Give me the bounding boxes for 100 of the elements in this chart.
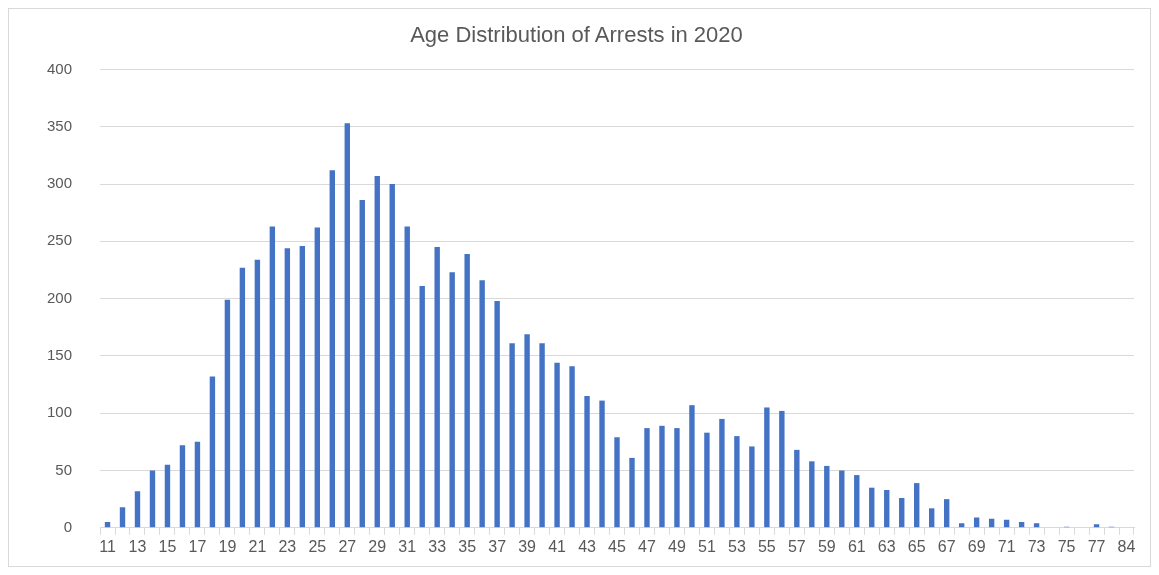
bar [179, 445, 186, 528]
bar [1033, 523, 1040, 528]
x-tick-label: 63 [877, 537, 896, 555]
x-tick-label: 37 [488, 537, 507, 555]
bar [479, 280, 485, 528]
bar [134, 491, 141, 528]
x-tick-label: 67 [937, 537, 956, 555]
bar [943, 499, 950, 528]
y-tick-label: 400 [47, 59, 73, 77]
bar [689, 405, 695, 528]
x-tick-label: 23 [278, 537, 297, 555]
bar [674, 428, 680, 528]
bar [854, 475, 860, 528]
bar [839, 470, 845, 528]
bar [509, 343, 515, 528]
bar [569, 366, 575, 528]
x-tick-label: 41 [548, 537, 567, 555]
bar [644, 428, 650, 528]
x-tick-label: 11 [99, 537, 116, 555]
x-tick-label: 35 [458, 537, 477, 555]
bar [299, 245, 306, 528]
bar [449, 272, 455, 528]
bar [164, 464, 171, 528]
bar [884, 489, 890, 528]
bar [958, 523, 965, 528]
bar [1093, 524, 1100, 528]
bar [599, 400, 605, 528]
x-tick-label: 13 [128, 537, 147, 555]
x-tick-label: 15 [158, 537, 177, 555]
chart-title: Age Distribution of Arrests in 2020 [410, 22, 743, 48]
bar [344, 123, 350, 528]
x-tick-label: 65 [907, 537, 926, 555]
x-tick-label: 19 [218, 537, 237, 555]
y-tick-label: 100 [47, 403, 73, 421]
bar [914, 483, 920, 528]
bar [794, 449, 800, 528]
bar [194, 441, 201, 528]
bar [404, 226, 410, 528]
x-tick-label: 55 [757, 537, 776, 555]
bar [869, 487, 875, 528]
bar [929, 508, 935, 528]
bar [434, 247, 440, 528]
bar [284, 248, 291, 528]
bar [719, 418, 725, 528]
bar [359, 200, 365, 528]
bar [554, 362, 560, 528]
bar [659, 425, 665, 528]
bar [239, 267, 246, 528]
bar [224, 299, 231, 528]
x-tick-label: 47 [638, 537, 656, 555]
x-tick-label: 51 [698, 537, 716, 555]
x-tick-label: 39 [518, 537, 537, 555]
bar [149, 470, 156, 528]
x-tick-label: 49 [668, 537, 686, 555]
bar [584, 396, 590, 528]
x-tick-label: 53 [728, 537, 746, 555]
bar [374, 175, 380, 528]
bar [254, 259, 261, 528]
x-tick-label: 71 [997, 537, 1016, 555]
y-tick-label: 50 [55, 460, 73, 478]
x-tick-label: 59 [817, 537, 836, 555]
bar [779, 410, 785, 528]
bar [464, 253, 470, 528]
x-tick-label: 29 [368, 537, 387, 555]
x-tick-label: 27 [338, 537, 357, 555]
bar [389, 184, 395, 528]
bar [809, 461, 815, 528]
x-tick-label: 33 [428, 537, 447, 555]
y-tick-label: 0 [63, 517, 73, 535]
y-tick-label: 200 [47, 288, 73, 306]
x-tick-label: 45 [608, 537, 627, 555]
bar [614, 437, 620, 528]
x-tick-label: 84 [1117, 537, 1136, 555]
y-tick-label: 300 [47, 174, 73, 192]
y-tick-label: 250 [47, 231, 73, 249]
bar [704, 432, 710, 528]
bar [764, 407, 770, 528]
x-tick-label: 61 [847, 537, 866, 555]
bar [539, 343, 545, 528]
x-tick-label: 69 [967, 537, 986, 555]
bar [269, 226, 276, 528]
y-tick-label: 350 [47, 116, 73, 134]
bar [824, 465, 830, 528]
bar [209, 376, 216, 528]
bar [314, 227, 321, 528]
bar [629, 457, 635, 528]
x-tick-label: 57 [787, 537, 806, 555]
bar [749, 446, 755, 528]
x-tick-label: 17 [188, 537, 207, 555]
bar [524, 334, 530, 528]
x-tick-label: 77 [1087, 537, 1106, 555]
x-tick-label: 43 [578, 537, 597, 555]
bar [419, 285, 425, 528]
bar [494, 300, 500, 528]
bar [973, 517, 980, 528]
y-tick-label: 150 [47, 346, 73, 364]
x-tick-label: 25 [308, 537, 327, 555]
x-tick-label: 31 [398, 537, 417, 555]
x-tick-label: 21 [248, 537, 267, 555]
x-tick-label: 75 [1057, 537, 1076, 555]
